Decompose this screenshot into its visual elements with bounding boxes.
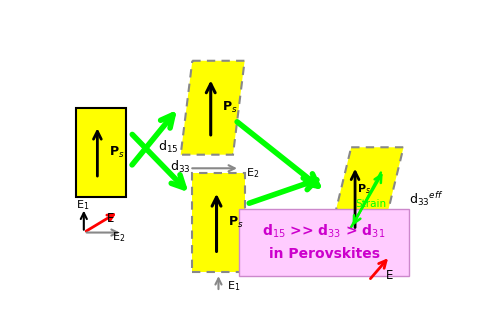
Bar bbox=[76, 108, 126, 197]
Text: E$_1$: E$_1$ bbox=[227, 279, 240, 292]
Text: E: E bbox=[386, 269, 394, 282]
Text: E$_2$: E$_2$ bbox=[112, 230, 126, 244]
Text: Strain: Strain bbox=[355, 199, 386, 209]
Polygon shape bbox=[326, 147, 404, 251]
Polygon shape bbox=[180, 61, 244, 155]
Text: d$_{15}$: d$_{15}$ bbox=[158, 139, 179, 155]
Text: d$_{33}$: d$_{33}$ bbox=[170, 159, 190, 175]
Text: E: E bbox=[107, 212, 114, 225]
Text: d$_{15}$ >> d$_{33}$ > d$_{31}$: d$_{15}$ >> d$_{33}$ > d$_{31}$ bbox=[262, 222, 386, 240]
Bar bbox=[192, 173, 244, 272]
Text: in Perovskites: in Perovskites bbox=[268, 247, 380, 261]
Text: E$_2$: E$_2$ bbox=[246, 166, 259, 180]
Text: P$_s$: P$_s$ bbox=[222, 100, 238, 115]
Bar bbox=[239, 209, 410, 276]
Text: P$_s$: P$_s$ bbox=[109, 145, 124, 160]
Text: E$_1$: E$_1$ bbox=[76, 198, 90, 212]
Text: d$_{33}$$^{eff}$: d$_{33}$$^{eff}$ bbox=[410, 190, 444, 208]
Text: P$_s$: P$_s$ bbox=[357, 182, 371, 196]
Text: P$_s$: P$_s$ bbox=[228, 215, 244, 230]
